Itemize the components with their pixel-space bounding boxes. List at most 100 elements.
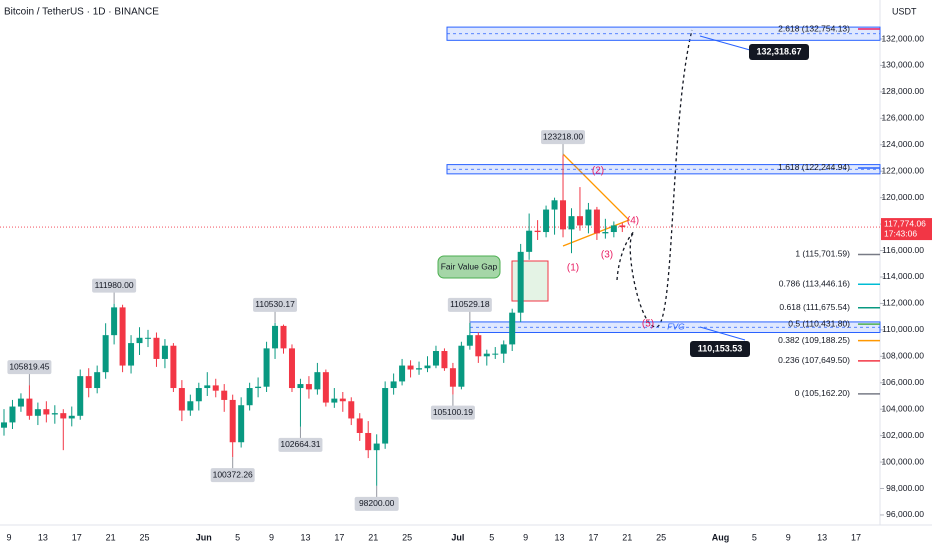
candle-body — [373, 443, 380, 451]
x-tick-label: 5 — [752, 532, 757, 542]
callout-line — [699, 35, 751, 51]
candle-body — [102, 335, 109, 373]
price-label-box — [447, 297, 492, 312]
x-tick-label: 9 — [523, 532, 528, 542]
fib-label: 1.618 (122,244.94) — [778, 162, 850, 172]
candle-body — [60, 413, 67, 419]
candle-body — [348, 401, 355, 419]
candle-body — [543, 209, 550, 233]
candle-body — [144, 337, 151, 339]
callout-label: 110,153.53 — [698, 343, 743, 353]
x-tick-label: 21 — [622, 532, 632, 542]
y-tick-label: 98,000.00 — [886, 483, 924, 493]
candle-body — [85, 376, 92, 389]
candle-body — [432, 351, 439, 366]
price-label: 100372.26 — [213, 469, 253, 479]
y-tick-label: 100,000.00 — [881, 456, 924, 466]
candle-body — [458, 345, 465, 387]
candle-body — [229, 399, 236, 443]
price-label: 102664.31 — [280, 439, 320, 449]
price-label: 111980.00 — [95, 280, 134, 290]
y-tick-label: 132,000.00 — [881, 33, 924, 43]
price-label: 105100.19 — [433, 407, 473, 417]
price-label-box — [430, 405, 475, 420]
candle-body — [288, 348, 295, 389]
x-tick-label: 17 — [851, 532, 861, 542]
candle-body — [585, 209, 592, 226]
candle-body — [246, 388, 253, 406]
x-tick-label: 17 — [588, 532, 598, 542]
candle-body — [339, 398, 346, 402]
candle-body — [195, 388, 202, 402]
candle-body — [424, 365, 431, 369]
candle-body — [297, 384, 304, 389]
candle-body — [204, 385, 211, 389]
y-tick-label: 108,000.00 — [881, 351, 924, 361]
candle-body — [483, 353, 490, 357]
candle-body — [517, 251, 524, 313]
price-label: 110530.17 — [255, 299, 295, 309]
price-label-box — [7, 360, 52, 375]
candle-body — [526, 230, 533, 252]
chart-title: Bitcoin / TetherUS · 1D · BINANCE — [4, 7, 159, 18]
price-label: 98200.00 — [359, 498, 395, 508]
candle-body — [26, 398, 33, 416]
y-tick-label: 120,000.00 — [881, 192, 924, 202]
price-label-box — [541, 130, 586, 145]
y-tick-label: 116,000.00 — [882, 245, 924, 255]
x-tick-label: 9 — [786, 532, 791, 542]
x-tick-label: 25 — [140, 532, 150, 542]
candle-body — [221, 390, 228, 400]
candle-body — [263, 348, 270, 387]
candle-body — [136, 337, 143, 344]
candle-body — [314, 372, 321, 390]
fvg-zone-label: FVG — [667, 321, 685, 331]
price-label-box — [354, 496, 399, 511]
candle-body — [77, 376, 84, 416]
price-label: 105819.45 — [9, 361, 49, 371]
candle-body — [272, 325, 279, 349]
candle-body — [568, 216, 575, 230]
candle-body — [441, 351, 448, 369]
fib-label: 2.618 (132,754.13) — [778, 23, 850, 33]
fib-label: 0.236 (107,649.50) — [778, 355, 850, 365]
candle-body — [1, 422, 7, 428]
candle-body — [610, 225, 617, 233]
x-tick-label: 5 — [235, 532, 240, 542]
x-tick-label: 21 — [106, 532, 116, 542]
x-tick-label: 13 — [555, 532, 565, 542]
y-tick-label: 102,000.00 — [881, 430, 924, 440]
fib-label: 0 (105,162.20) — [795, 388, 850, 398]
candle-body — [51, 413, 58, 415]
y-tick-label: 128,000.00 — [881, 86, 924, 96]
y-tick-label: 106,000.00 — [881, 377, 924, 387]
candle-body — [365, 432, 372, 451]
callout-label: 132,318.67 — [756, 46, 801, 56]
candle-body — [382, 388, 389, 444]
candle-body — [178, 388, 185, 411]
candle-body — [407, 365, 414, 370]
fvg-box — [511, 260, 549, 302]
projection-path — [616, 29, 693, 328]
candle-body — [43, 409, 50, 415]
triangle — [562, 153, 631, 247]
wave-label: (4) — [627, 216, 639, 227]
wave-label: (3) — [601, 250, 613, 261]
fib-label: 1 (115,701.59) — [795, 249, 850, 259]
candle-body — [492, 353, 499, 355]
x-tick-label: 25 — [402, 532, 412, 542]
y-tick-label: 112,000.00 — [882, 298, 924, 308]
candle-body — [602, 232, 609, 234]
price-label-box — [92, 278, 137, 293]
wave-label: (1) — [567, 263, 579, 274]
candle-body — [94, 372, 101, 389]
candle-body — [356, 418, 363, 433]
wave-label: (5) — [642, 319, 654, 330]
candle-body — [68, 415, 75, 419]
x-tick-label: Jul — [451, 532, 464, 542]
countdown: 17:43:06 — [884, 228, 917, 238]
x-tick-label: 9 — [6, 532, 11, 542]
callout-line — [699, 326, 746, 341]
candle-body — [416, 368, 423, 370]
